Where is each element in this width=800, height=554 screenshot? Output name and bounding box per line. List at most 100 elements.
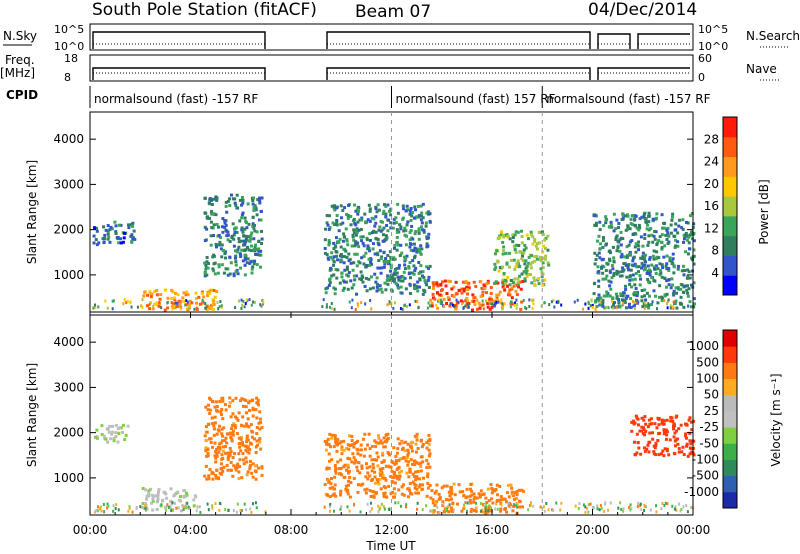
heatmap-cell: [235, 230, 239, 234]
heatmap-cell: [178, 302, 182, 306]
heatmap-cell: [515, 298, 518, 302]
heatmap-cell: [628, 278, 632, 282]
heatmap-cell: [206, 422, 210, 426]
heatmap-cell: [238, 299, 241, 303]
heatmap-cell: [680, 269, 684, 273]
heatmap-cell: [648, 422, 652, 426]
heatmap-cell: [541, 279, 545, 283]
nsky-panel: N.Sky 10^5 10^0 10^5 10^0 N.Search: [3, 23, 800, 53]
heatmap-cell: [255, 401, 259, 405]
heatmap-cell: [232, 244, 236, 248]
heatmap-cell: [499, 498, 503, 502]
heatmap-cell: [509, 300, 512, 304]
heatmap-cell: [408, 481, 412, 485]
heatmap-cell: [204, 438, 208, 442]
heatmap-cell: [505, 233, 509, 237]
heatmap-cell: [339, 458, 343, 462]
heatmap-cell: [158, 301, 161, 305]
heatmap-cell: [403, 259, 407, 263]
heatmap-cell: [104, 228, 108, 232]
heatmap-cell: [246, 450, 250, 454]
heatmap-cell: [251, 430, 255, 434]
heatmap-cell: [544, 254, 548, 258]
heatmap-cell: [353, 221, 357, 225]
heatmap-cell: [152, 305, 155, 309]
heatmap-cell: [646, 223, 650, 227]
heatmap-cell: [193, 307, 196, 311]
heatmap-cell: [226, 267, 230, 271]
heatmap-cell: [331, 486, 335, 490]
heatmap-cell: [515, 502, 519, 506]
heatmap-cell: [493, 262, 497, 266]
heatmap-cell: [439, 301, 442, 305]
heatmap-cell: [520, 300, 524, 304]
heatmap-cell: [232, 422, 236, 426]
heatmap-cell: [632, 304, 635, 308]
heatmap-cell: [336, 460, 340, 464]
heatmap-cell: [333, 292, 337, 296]
heatmap-cell: [529, 266, 533, 270]
heatmap-cell: [221, 399, 225, 403]
heatmap-cell: [627, 268, 631, 272]
heatmap-cell: [332, 247, 336, 251]
heatmap-cell: [457, 300, 460, 304]
heatmap-cell: [453, 304, 456, 308]
heatmap-cell: [490, 506, 493, 510]
heatmap-cell: [405, 503, 408, 507]
heatmap-cell: [406, 463, 410, 467]
heatmap-cell: [125, 301, 128, 305]
heatmap-cell: [247, 248, 251, 252]
heatmap-cell: [453, 493, 457, 497]
heatmap-cell: [214, 242, 218, 246]
heatmap-cell: [158, 297, 162, 301]
heatmap-cell: [667, 453, 671, 457]
heatmap-cell: [529, 262, 533, 266]
heatmap-cell: [544, 236, 548, 240]
heatmap-cell: [214, 213, 218, 217]
heatmap-cell: [518, 274, 522, 278]
heatmap-cell: [688, 233, 692, 237]
heatmap-cell: [692, 231, 696, 235]
heatmap-cell: [255, 439, 259, 443]
heatmap-cell: [155, 303, 159, 307]
heatmap-cell: [104, 299, 107, 303]
heatmap-cell: [524, 266, 528, 270]
heatmap-cell: [680, 226, 684, 230]
heatmap-cell: [403, 267, 407, 271]
heatmap-cell: [446, 296, 450, 300]
heatmap-cell: [514, 243, 518, 247]
heatmap-cell: [409, 218, 413, 222]
heatmap-cell: [413, 232, 417, 236]
heatmap-cell: [532, 302, 535, 306]
heatmap-cell: [531, 235, 535, 239]
heatmap-cell: [685, 284, 689, 288]
heatmap-cell: [123, 231, 127, 235]
heatmap-cell: [382, 226, 386, 230]
heatmap-cell: [502, 282, 506, 286]
heatmap-cell: [144, 506, 147, 510]
heatmap-cell: [334, 471, 338, 475]
heatmap-cell: [164, 492, 168, 496]
heatmap-cell: [195, 509, 198, 513]
heatmap-cell: [92, 306, 95, 310]
heatmap-cell: [673, 431, 677, 435]
heatmap-cell: [638, 217, 642, 221]
heatmap-cell: [619, 255, 623, 259]
heatmap-cell: [617, 298, 621, 302]
heatmap-cell: [404, 209, 408, 213]
heatmap-cell: [605, 274, 609, 278]
heatmap-cell: [651, 240, 655, 244]
heatmap-cell: [425, 458, 429, 462]
heatmap-cell: [397, 477, 401, 481]
heatmap-cell: [631, 259, 635, 263]
heatmap-cell: [515, 497, 519, 501]
heatmap-cell: [359, 510, 362, 514]
heatmap-cell: [209, 220, 213, 224]
heatmap-cell: [382, 491, 386, 495]
heatmap-cell: [258, 196, 262, 200]
heatmap-cell: [464, 280, 468, 284]
heatmap-cell: [256, 253, 260, 257]
heatmap-cell: [426, 212, 430, 216]
heatmap-cell: [655, 426, 659, 430]
